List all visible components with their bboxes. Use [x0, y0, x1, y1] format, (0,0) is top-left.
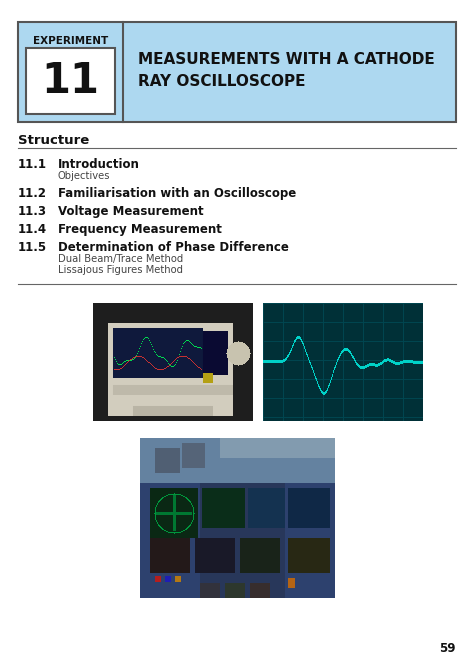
Bar	[26, 48, 115, 114]
Text: Voltage Measurement: Voltage Measurement	[58, 205, 204, 218]
Text: Dual Beam/Trace Method: Dual Beam/Trace Method	[58, 254, 183, 264]
Bar	[18, 22, 456, 122]
Text: Familiarisation with an Oscilloscope: Familiarisation with an Oscilloscope	[58, 187, 296, 200]
Text: Frequency Measurement: Frequency Measurement	[58, 223, 222, 236]
Text: 11.2: 11.2	[18, 187, 47, 200]
Text: 11.4: 11.4	[18, 223, 47, 236]
Text: RAY OSCILLOSCOPE: RAY OSCILLOSCOPE	[138, 74, 306, 90]
Text: 11.3: 11.3	[18, 205, 47, 218]
Text: Structure: Structure	[18, 134, 89, 147]
Text: MEASUREMENTS WITH A CATHODE: MEASUREMENTS WITH A CATHODE	[138, 52, 435, 68]
Text: Lissajous Figures Method: Lissajous Figures Method	[58, 265, 183, 275]
Text: 11: 11	[42, 60, 100, 102]
Text: 11.5: 11.5	[18, 241, 47, 254]
Text: Objectives: Objectives	[58, 171, 110, 181]
Text: EXPERIMENT: EXPERIMENT	[33, 36, 108, 46]
Text: Introduction: Introduction	[58, 158, 140, 171]
Text: Determination of Phase Difference: Determination of Phase Difference	[58, 241, 289, 254]
Text: 59: 59	[439, 642, 456, 655]
Text: 11.1: 11.1	[18, 158, 47, 171]
